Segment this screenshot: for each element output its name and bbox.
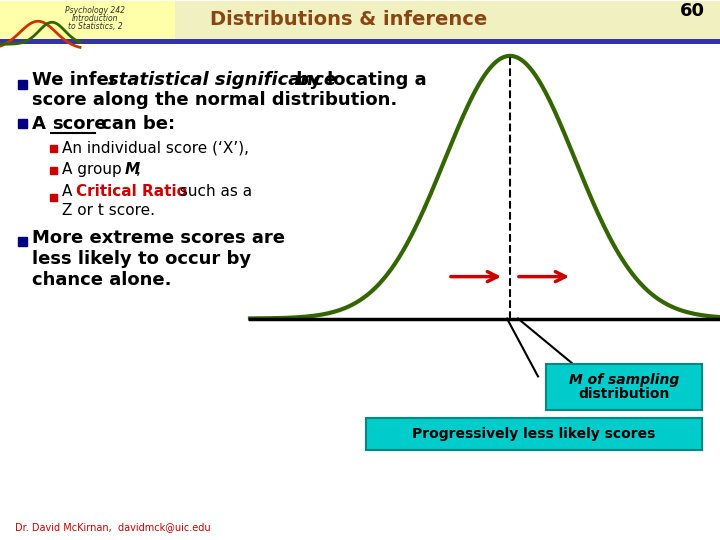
Text: by locating a: by locating a — [290, 71, 427, 89]
Text: We infer: We infer — [32, 71, 124, 89]
Text: Dr. David McKirnan,  davidmck@uic.edu: Dr. David McKirnan, davidmck@uic.edu — [15, 522, 211, 532]
Text: Psychology 242: Psychology 242 — [65, 6, 125, 15]
Bar — [50, 167, 57, 174]
Text: M of sampling: M of sampling — [569, 373, 679, 387]
Text: distribution: distribution — [578, 387, 670, 401]
Text: score: score — [52, 115, 107, 133]
Text: Progressively less likely scores: Progressively less likely scores — [413, 427, 656, 441]
Bar — [0, 1, 720, 41]
Text: M: M — [125, 163, 140, 178]
FancyBboxPatch shape — [366, 418, 702, 450]
FancyBboxPatch shape — [546, 364, 702, 410]
Bar — [18, 80, 27, 89]
Text: 60: 60 — [680, 2, 705, 21]
Text: score along the normal distribution.: score along the normal distribution. — [32, 91, 397, 109]
Text: less likely to occur by: less likely to occur by — [32, 249, 251, 268]
Bar — [50, 145, 57, 152]
Text: statistical significance: statistical significance — [108, 71, 336, 89]
Text: An individual score (‘X’),: An individual score (‘X’), — [62, 140, 249, 156]
Text: Critical Ratio: Critical Ratio — [76, 184, 187, 199]
Text: chance alone.: chance alone. — [32, 271, 171, 288]
Bar — [18, 119, 27, 128]
Text: ,: , — [136, 163, 141, 178]
Text: A: A — [32, 115, 52, 133]
Text: A: A — [62, 184, 77, 199]
Bar — [18, 237, 27, 246]
Text: such as a: such as a — [175, 184, 252, 199]
Text: Z or t score.: Z or t score. — [62, 203, 155, 218]
Bar — [50, 194, 57, 201]
Text: Introduction: Introduction — [72, 14, 118, 23]
Bar — [0, 39, 720, 44]
Bar — [0, 1, 175, 41]
Text: can be:: can be: — [95, 115, 175, 133]
Text: More extreme scores are: More extreme scores are — [32, 229, 285, 247]
Text: A group: A group — [62, 163, 127, 178]
Text: to Statistics, 2: to Statistics, 2 — [68, 22, 122, 31]
Text: Distributions & inference: Distributions & inference — [210, 10, 487, 29]
